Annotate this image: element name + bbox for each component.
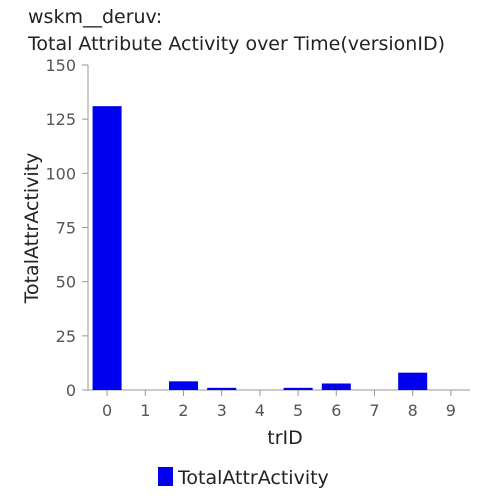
bar <box>92 106 122 391</box>
y-tick-label: 75 <box>56 219 76 238</box>
bar <box>321 383 351 390</box>
x-tick-label: 9 <box>446 401 456 420</box>
legend-swatch <box>158 467 173 486</box>
x-axis-label: trID <box>267 427 303 449</box>
y-axis-label: TotalAttrActivity <box>21 153 43 305</box>
bar <box>398 372 428 390</box>
axis-labels: trID TotalAttrActivity <box>21 153 303 449</box>
chart-subtitle: Total Attribute Activity over Time(versi… <box>28 33 445 55</box>
x-tick-label: 6 <box>331 401 341 420</box>
legend: TotalAttrActivity <box>158 467 329 489</box>
bar <box>283 387 313 390</box>
bar <box>168 381 199 390</box>
x-tick-label: 4 <box>255 401 265 420</box>
y-tick-label: 100 <box>45 164 76 183</box>
bars <box>92 106 428 391</box>
chart-title: wskm__deruv: <box>28 6 163 28</box>
x-tick-label: 3 <box>217 401 227 420</box>
y-tick-label: 0 <box>66 381 76 400</box>
y-tick-label: 25 <box>56 327 76 346</box>
x-tick-label: 0 <box>102 401 112 420</box>
x-tick-label: 8 <box>408 401 418 420</box>
legend-label: TotalAttrActivity <box>177 467 329 489</box>
x-tick-label: 5 <box>293 401 303 420</box>
bar <box>207 387 237 390</box>
y-tick-label: 125 <box>45 110 76 129</box>
y-tick-label: 150 <box>45 56 76 75</box>
x-tick-label: 7 <box>369 401 379 420</box>
x-tick-label: 2 <box>178 401 188 420</box>
x-tick-label: 1 <box>140 401 150 420</box>
y-tick-label: 50 <box>56 273 76 292</box>
